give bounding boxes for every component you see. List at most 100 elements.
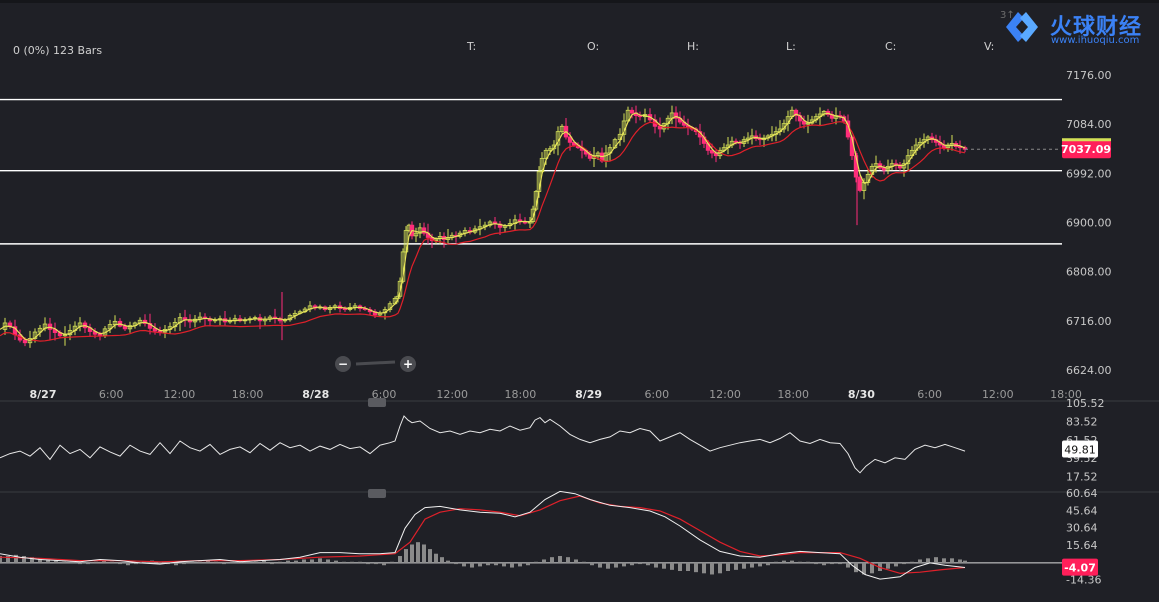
macd-hist-bar (410, 544, 414, 563)
macd-hist-bar (222, 562, 226, 565)
candle (657, 117, 663, 138)
zoom-in-button[interactable] (400, 356, 416, 372)
candle-body (152, 327, 158, 332)
macd-hist-bar (70, 561, 74, 563)
candle (182, 309, 188, 327)
candle-body (945, 144, 951, 149)
candle (725, 136, 731, 155)
macd-hist-bar (62, 561, 66, 563)
candle-body (793, 109, 799, 117)
y-tick-rsi-0: 105.52 (1066, 397, 1105, 410)
macd-hist-bar (0, 556, 2, 563)
macd-hist-bar (102, 560, 106, 563)
macd-hist-bar (822, 562, 826, 566)
macd-hist-bar (118, 562, 122, 565)
macd-hist-bar (630, 562, 634, 566)
macd-hist-bar (94, 561, 98, 563)
candle (881, 164, 887, 175)
candle (745, 132, 751, 144)
pane-resize-handle-rsi[interactable] (368, 398, 386, 407)
candle (352, 303, 358, 311)
ohlc-label-c: C: (885, 40, 897, 53)
candle-body (897, 164, 903, 169)
candle (669, 105, 675, 125)
candle (62, 326, 68, 346)
macd-hist-bar (334, 560, 338, 563)
y-tick-macd-0: 60.64 (1066, 487, 1098, 500)
candle (257, 313, 263, 330)
candle (332, 303, 338, 311)
candle (579, 140, 585, 159)
macd-hist-bar (702, 562, 706, 574)
candle (873, 155, 879, 173)
candle (272, 308, 278, 324)
candle (901, 159, 907, 177)
watermark-url: www.ihuoqiu.com (1051, 35, 1140, 46)
x-tick-0: 8/27 (30, 388, 57, 401)
zoom-slider-track[interactable] (355, 360, 396, 366)
rsi-value-badge (1062, 440, 1098, 458)
candle (889, 159, 895, 171)
zoom-controls[interactable] (335, 356, 416, 372)
candle (242, 317, 248, 325)
macd-hist-bar (782, 560, 786, 563)
candle (467, 226, 473, 235)
candle (117, 318, 123, 328)
macd-hist-bar (310, 559, 314, 563)
macd-hist-bar (422, 544, 426, 563)
macd-hist-bar (262, 560, 266, 563)
macd-hist-bar (942, 558, 946, 563)
pane-resize-handle-macd[interactable] (368, 489, 386, 498)
candle (187, 314, 193, 329)
macd-hist-bar (190, 561, 194, 563)
macd-hist-bar (510, 562, 514, 568)
macd-hist-bar (38, 558, 42, 563)
macd-hist-bar (326, 559, 330, 563)
candle (477, 218, 483, 236)
y-tick-macd-4: -14.36 (1066, 573, 1101, 586)
candle (52, 322, 58, 341)
macd-hist-bar (534, 561, 538, 563)
candle (397, 277, 403, 299)
macd-hist-bar (318, 558, 322, 563)
candle (162, 325, 168, 339)
y-tick-main-3: 6900.00 (1066, 217, 1112, 230)
macd-hist-bar (286, 560, 290, 563)
candle (949, 134, 955, 151)
macd-hist-bar (270, 562, 274, 565)
macd-hist-bar (870, 562, 874, 574)
macd-hist-bar (950, 558, 954, 563)
x-tick-11: 18:00 (777, 388, 809, 401)
macd-hist-bar (574, 559, 578, 563)
y-tick-main-5: 6716.00 (1066, 315, 1112, 328)
top-border (0, 0, 1159, 3)
macd-hist-bar (726, 562, 730, 572)
candle-body (530, 208, 536, 222)
candle (809, 115, 815, 125)
candle (507, 218, 513, 229)
macd-hist-bar (638, 562, 642, 565)
macd-hist-bar (142, 561, 146, 563)
macd-hist-bar (622, 562, 626, 567)
macd-hist-bar (6, 556, 10, 563)
macd-hist-bar (742, 562, 746, 569)
zoom-out-button[interactable] (335, 356, 351, 372)
candle (202, 313, 208, 327)
candle (530, 205, 536, 224)
macd-hist-bar (390, 561, 394, 563)
candle (877, 160, 883, 170)
macd-hist-bar (434, 553, 438, 563)
ohlc-label-o: O: (587, 40, 600, 53)
macd-hist-bar (294, 560, 298, 563)
y-tick-rsi-1: 83.52 (1066, 415, 1098, 428)
macd-hist-bar (606, 562, 610, 569)
macd-hist-bar (614, 562, 618, 568)
macd-hist-bar (918, 559, 922, 563)
candle (327, 305, 333, 314)
macd-hist-bar (14, 554, 18, 563)
macd-hist-bar (126, 562, 130, 566)
y-tick-macd-3: 15.64 (1066, 539, 1098, 552)
macd-hist-bar (766, 562, 770, 566)
macd-line (0, 490, 966, 580)
